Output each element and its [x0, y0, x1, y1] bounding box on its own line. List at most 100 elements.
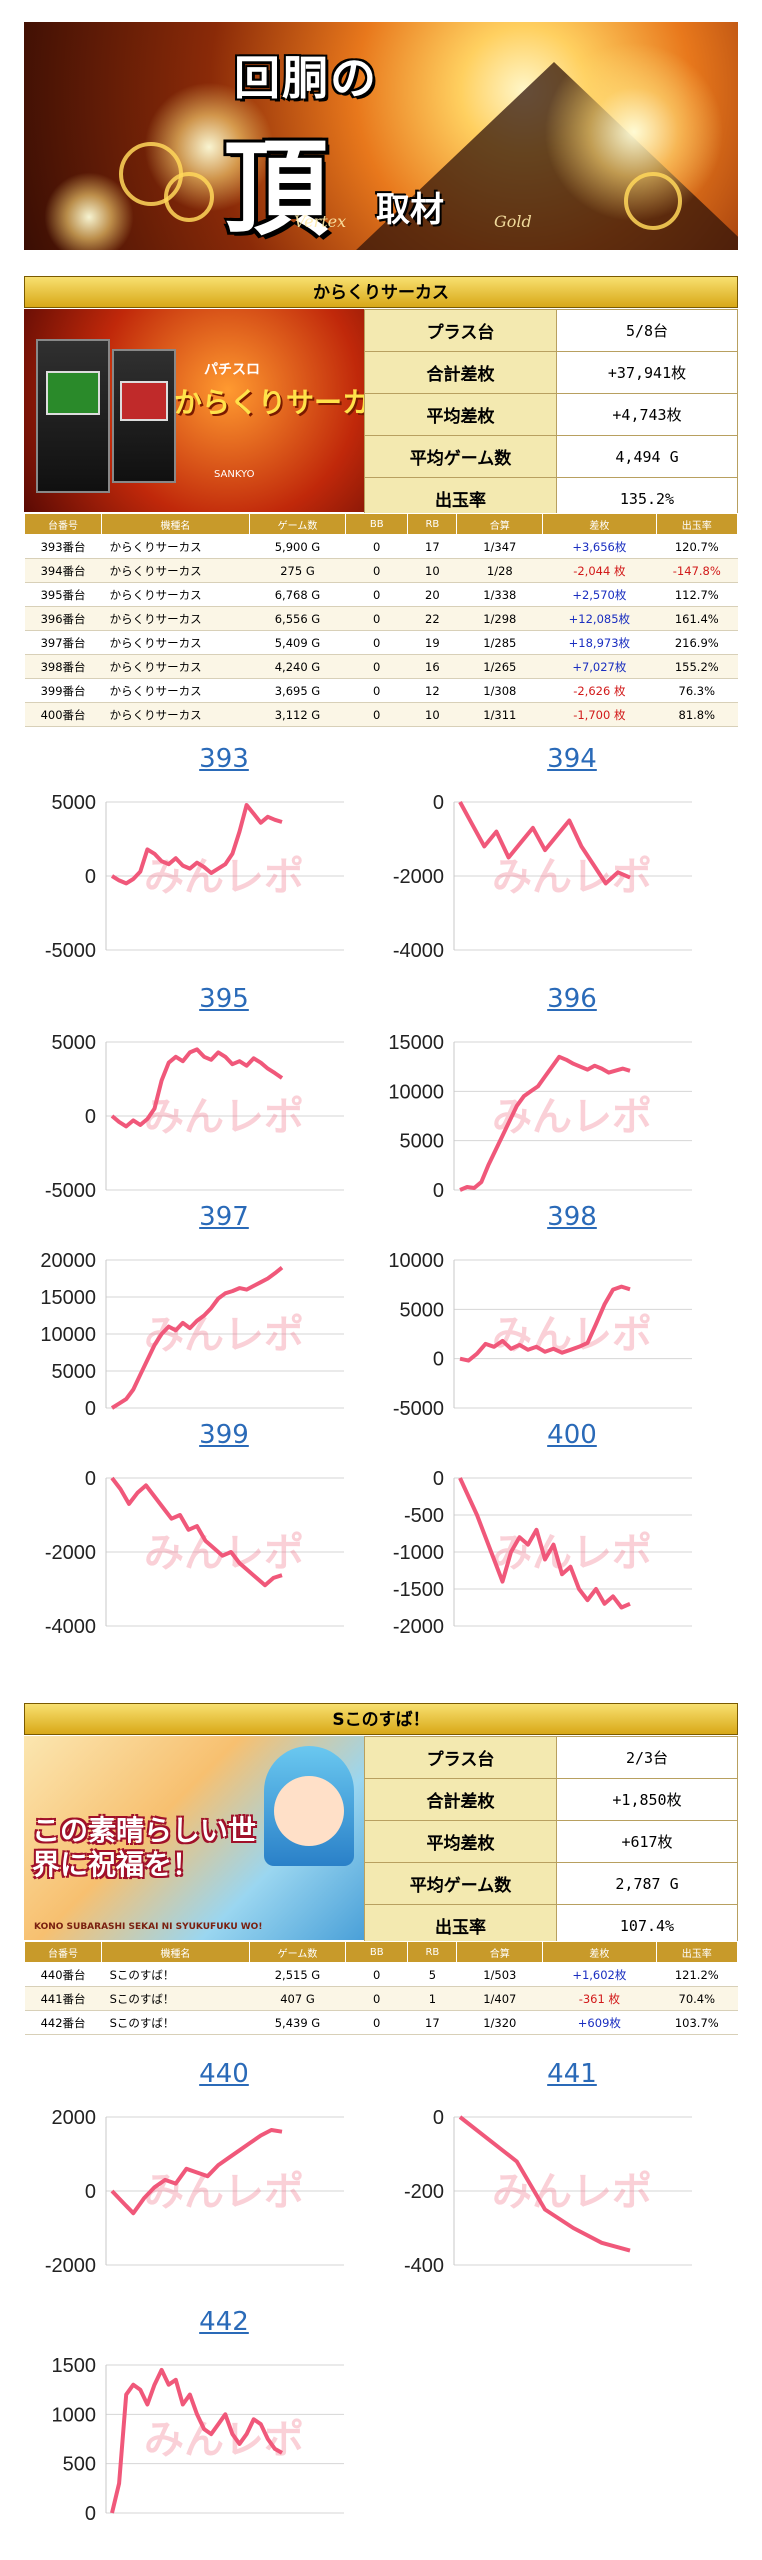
- table-cell: 1/338: [456, 582, 543, 607]
- watermark-logo: みんレポ: [144, 1095, 304, 1139]
- y-tick-label: -2000: [393, 1616, 444, 1638]
- table-cell: 396番台: [24, 606, 102, 631]
- y-tick-label: 20000: [40, 1250, 96, 1272]
- summary-value: +4,743枚: [556, 393, 738, 436]
- summary-label: 平均ゲーム数: [364, 435, 557, 478]
- banner-tag: Gold: [494, 212, 532, 231]
- table-cell: 0: [345, 654, 408, 679]
- chart-title-link[interactable]: 398: [547, 1202, 597, 1232]
- y-tick-label: -2000: [45, 1542, 96, 1564]
- watermark-logo: みんレポ: [492, 1095, 652, 1139]
- chart-394: 0 -2000 -4000 みんレポ 394: [372, 740, 712, 962]
- y-tick-label: -400: [404, 2255, 444, 2277]
- light-flare: [44, 172, 134, 250]
- chart-title-link[interactable]: 397: [199, 1202, 249, 1232]
- line-chart: 1500 1000 500 0 みんレポ: [52, 2355, 344, 2525]
- summary-value: 107.4%: [556, 1904, 738, 1947]
- table-cell: -2,044 枚: [542, 558, 657, 583]
- table-cell: 1/28: [456, 558, 543, 583]
- y-tick-label: 5000: [400, 1299, 445, 1321]
- y-tick-label: 5000: [400, 1131, 445, 1153]
- summary-label: 平均ゲーム数: [364, 1862, 557, 1905]
- table-cell: 393番台: [24, 534, 102, 559]
- watermark-logo: みんレポ: [144, 855, 304, 899]
- summary-value: +37,941枚: [556, 351, 738, 394]
- table-cell: 70.4%: [656, 1986, 738, 2011]
- y-tick-label: -500: [404, 1505, 444, 1527]
- chart-title-link[interactable]: 395: [199, 984, 249, 1014]
- summary-value: 135.2%: [556, 477, 738, 520]
- summary-value: 4,494 G: [556, 435, 738, 478]
- table-header-row: 台番号 機種名 ゲーム数 BB RB 合算 差枚 出玉率: [23, 513, 739, 535]
- watermark-logo: みんレポ: [144, 2418, 304, 2462]
- y-tick-label: 15000: [40, 1287, 96, 1309]
- y-tick-label: 2000: [52, 2107, 97, 2129]
- table-cell: 0: [345, 558, 408, 583]
- machine-image-karakuri: パチスロ からくりサーカス SANKYO: [24, 309, 364, 512]
- table-row: 393番台 からくりサーカス 5,900 G 0 17 1/347 +3,656枚 120.7…: [24, 534, 738, 559]
- chart-442: 1500 1000 500 0 みんレポ 442: [24, 2303, 364, 2525]
- table-cell: 399番台: [24, 678, 102, 703]
- table-cell: +3,656枚: [542, 534, 657, 559]
- y-tick-label: 0: [85, 2181, 96, 2203]
- table-cell: 1/503: [456, 1962, 543, 1987]
- column-header: 機種名: [101, 513, 250, 535]
- machine-image-konosuba: この素晴らしい世界に祝福を！ KONO SUBARASHI SEKAI NI S…: [24, 1736, 364, 1940]
- column-header: BB: [345, 513, 409, 535]
- character-face: [274, 1776, 344, 1846]
- section-title: Sこのすば！: [24, 1703, 738, 1735]
- table-cell: 0: [345, 1986, 408, 2011]
- table-cell: 1/265: [456, 654, 543, 679]
- table-cell: 0: [345, 678, 408, 703]
- table-cell: からくりサーカス: [101, 630, 250, 655]
- table-cell: 120.7%: [656, 534, 738, 559]
- chart-title-link[interactable]: 441: [547, 2059, 597, 2089]
- table-cell: -2,626 枚: [542, 678, 657, 703]
- header-banner: 回胴の 頂 取材 Vertex Gold: [24, 22, 738, 250]
- detail-table: 台番号 機種名 ゲーム数 BB RB 合算 差枚 出玉率 393番台 からくりサーカス 5,900 …: [23, 513, 739, 727]
- column-header: 出玉率: [655, 513, 739, 535]
- table-cell: 6,556 G: [249, 606, 346, 631]
- chart-title-link[interactable]: 394: [547, 744, 597, 774]
- y-tick-label: 0: [433, 1349, 444, 1371]
- y-tick-label: 0: [85, 2503, 96, 2525]
- table-cell: 103.7%: [656, 2010, 738, 2035]
- summary-label: 出玉率: [364, 1904, 557, 1947]
- y-tick-label: 0: [85, 1468, 96, 1490]
- table-cell: 398番台: [24, 654, 102, 679]
- y-tick-label: 0: [85, 1106, 96, 1128]
- table-cell: 397番台: [24, 630, 102, 655]
- y-tick-label: -1000: [393, 1542, 444, 1564]
- chart-title-link[interactable]: 400: [547, 1420, 597, 1450]
- banner-title-top: 回胴の: [234, 51, 378, 105]
- column-header: 台番号: [23, 1941, 103, 1963]
- chart-title-link[interactable]: 440: [199, 2059, 249, 2089]
- table-cell: からくりサーカス: [101, 654, 250, 679]
- chart-title-link[interactable]: 393: [199, 744, 249, 774]
- series-line: [458, 1477, 631, 1610]
- chart-400: 0 -500 -1000 -1500 -2000 みんレポ 400: [372, 1416, 712, 1638]
- series-line: [110, 2128, 283, 2216]
- summary-label: プラス台: [364, 309, 557, 352]
- table-row: 440番台 Sこのすば！ 2,515 G 0 5 1/503 +1,602枚 121.2%: [24, 1962, 738, 1987]
- chart-title-link[interactable]: 396: [547, 984, 597, 1014]
- chart-title-link[interactable]: 399: [199, 1420, 249, 1450]
- table-cell: 1/407: [456, 1986, 543, 2011]
- y-tick-label: -4000: [393, 940, 444, 962]
- column-header: BB: [345, 1941, 409, 1963]
- section-title: からくりサーカス: [24, 276, 738, 308]
- table-cell: 216.9%: [656, 630, 738, 655]
- y-tick-label: 0: [433, 1468, 444, 1490]
- table-cell: 1/320: [456, 2010, 543, 2035]
- y-tick-label: -4000: [45, 1616, 96, 1638]
- column-header: RB: [407, 1941, 458, 1963]
- table-cell: Sこのすば！: [101, 1986, 250, 2011]
- table-cell: からくりサーカス: [101, 582, 250, 607]
- y-tick-label: 10000: [388, 1250, 444, 1272]
- summary-value: 2/3台: [556, 1736, 738, 1779]
- table-row: 399番台 からくりサーカス 3,695 G 0 12 1/308 -2,626 枚 76.3…: [24, 678, 738, 703]
- table-cell: 2,515 G: [249, 1962, 346, 1987]
- table-cell: 441番台: [24, 1986, 102, 2011]
- summary-label: 平均差枚: [364, 393, 557, 436]
- chart-title-link[interactable]: 442: [199, 2307, 249, 2337]
